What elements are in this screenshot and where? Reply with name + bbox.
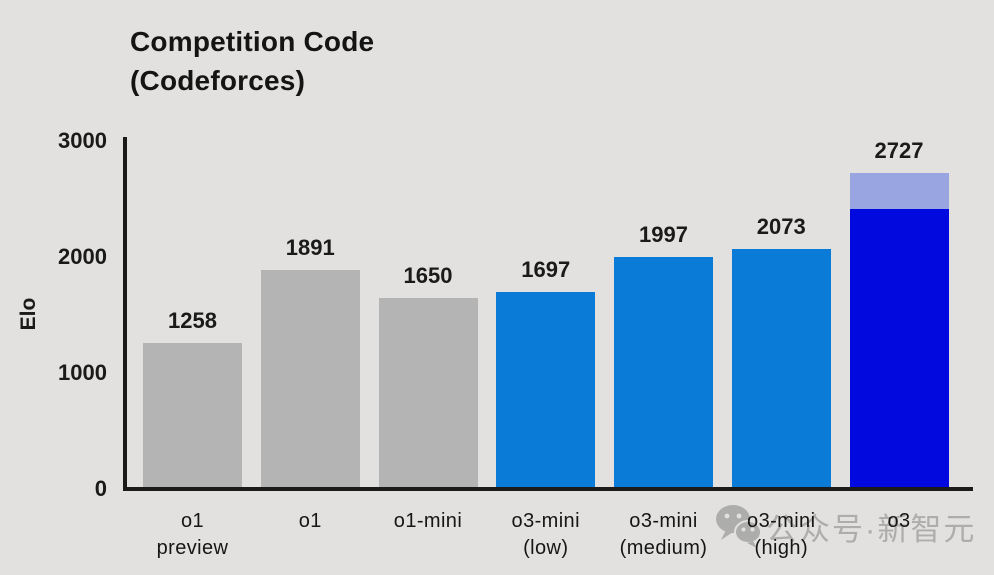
bar-segment xyxy=(849,172,949,210)
x-tick-label: o3 xyxy=(814,508,984,535)
x-tick-label: o3-mini (medium) xyxy=(579,508,749,562)
y-tick-label: 2000 xyxy=(58,244,107,269)
bar xyxy=(731,248,831,489)
x-tick-label-line: (medium) xyxy=(619,537,708,559)
bar xyxy=(260,269,360,489)
x-tick-label-line: o3-mini xyxy=(629,510,698,532)
bar-segment xyxy=(849,209,949,489)
x-tick-label-line: o1 xyxy=(180,510,205,532)
y-tick-label: 0 xyxy=(94,476,107,501)
y-axis-line xyxy=(123,137,127,491)
x-tick-label-line: o3-mini xyxy=(511,510,580,532)
chart-title: Competition Code (Codeforces) xyxy=(130,22,374,100)
x-tick-label: o1 xyxy=(225,508,395,535)
x-tick-label-line: preview xyxy=(156,537,229,559)
x-tick-label-line: (high) xyxy=(754,537,809,559)
x-tick-label: o3-mini (low) xyxy=(461,508,631,562)
chart-title-line2: (Codeforces) xyxy=(130,65,306,96)
wechat-bubbles-icon xyxy=(714,503,762,549)
bar xyxy=(614,257,713,489)
bar-value-label: 1997 xyxy=(639,222,688,248)
bar-value-label: 1697 xyxy=(521,257,571,283)
x-tick-label-line: (low) xyxy=(523,537,569,559)
bar xyxy=(378,297,478,489)
x-tick-label-line: o1-mini xyxy=(393,510,463,532)
bar-value-label: 1258 xyxy=(168,308,217,334)
bar-value-label: 2727 xyxy=(874,137,924,163)
y-axis-label: Elo xyxy=(17,297,40,331)
x-tick-label: o1-mini xyxy=(343,508,513,535)
chart-title-line1: Competition Code xyxy=(130,26,375,57)
y-tick-label: 1000 xyxy=(58,360,107,385)
bar-value-label: 1891 xyxy=(285,234,335,260)
x-tick-label-line: o3 xyxy=(887,510,911,532)
bar-value-label: 2073 xyxy=(756,213,806,239)
x-tick-label-line: o1 xyxy=(298,510,322,532)
bar xyxy=(143,343,242,489)
x-axis-line xyxy=(123,487,973,491)
bar-value-label: 1650 xyxy=(403,262,453,288)
bar xyxy=(496,292,596,489)
x-tick-label: o3-mini (high) xyxy=(696,508,866,562)
watermark: 公众号·新智元 xyxy=(714,503,976,549)
watermark-text: 公众号·新智元 xyxy=(766,511,977,547)
y-tick-label: 3000 xyxy=(58,128,107,153)
x-tick-label-line: o3-mini xyxy=(747,510,816,532)
x-tick-label: o1 preview xyxy=(108,508,278,562)
